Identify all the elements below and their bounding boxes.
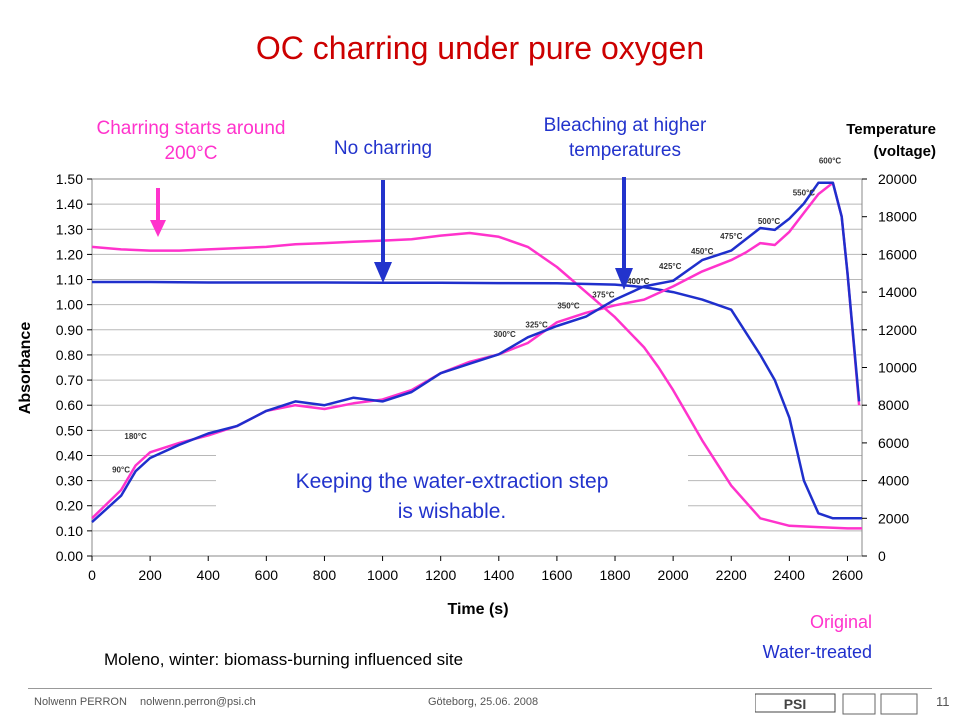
y-tick-label: 0.70 (56, 372, 83, 388)
y-tick-label: 0.80 (56, 347, 83, 363)
y2-tick-label: 18000 (878, 209, 917, 225)
y-tick-label: 0.00 (56, 548, 83, 564)
y-tick-label: 0.40 (56, 447, 83, 463)
site-note: Moleno, winter: biomass-burning influenc… (104, 650, 464, 669)
y2-tick-label: 4000 (878, 473, 909, 489)
y2-tick-label: 14000 (878, 284, 917, 300)
psi-logo-text: PSI (784, 696, 807, 712)
x-tick-label: 2200 (716, 567, 747, 583)
y-tick-label: 1.50 (56, 171, 83, 187)
arrow-no-charring (374, 180, 392, 283)
x-tick-label: 2600 (832, 567, 863, 583)
y-tick-label: 0.20 (56, 498, 83, 514)
legend-original: Original (809, 612, 872, 632)
x-tick-label: 400 (197, 567, 221, 583)
annotation-box (216, 455, 688, 530)
temperature-step-label: 350°C (557, 302, 580, 311)
chart-ticks: 0.00 0.10 0.20 0.30 0.40 0.50 0.60 0.70 0.80 0.90… (56, 171, 917, 583)
temperature-step-label: 90°C (112, 466, 130, 475)
x-tick-label: 1600 (541, 567, 572, 583)
y-tick-label: 0.90 (56, 322, 83, 338)
y-tick-label: 0.60 (56, 397, 83, 413)
x-tick-label: 1800 (599, 567, 630, 583)
y-tick-label: 0.50 (56, 422, 83, 438)
temperature-step-label: 500°C (758, 217, 781, 226)
temperature-step-label: 180°C (124, 432, 147, 441)
temperature-labels: 90°C 180°C 300°C 325°C 350°C 375°C 400°C 425°C 4… (112, 157, 841, 475)
water-treated-temperature-line (91, 181, 861, 524)
temperature-step-label: 325°C (525, 321, 548, 330)
annotation-line1: Keeping the water-extraction step (296, 470, 609, 493)
slide-title: OC charring under pure oxygen (255, 30, 705, 66)
footer-author: Nolwenn PERRON (34, 696, 127, 708)
y-tick-label: 1.00 (56, 297, 83, 313)
x-tick-label: 600 (255, 567, 279, 583)
footer-divider (28, 688, 932, 689)
y-tick-label: 0.10 (56, 523, 83, 539)
y-tick-label: 1.30 (56, 221, 83, 237)
y2-tick-label: 2000 (878, 510, 909, 526)
y2-tick-label: 8000 (878, 397, 909, 413)
x-axis-label: Time (s) (447, 601, 508, 618)
x-tick-label: 0 (88, 567, 96, 583)
institute-logos: PSI (755, 693, 918, 715)
temperature-step-label: 400°C (627, 277, 650, 286)
callout-bleaching: Bleaching at higher temperatures (543, 115, 707, 161)
x-tick-label: 200 (138, 567, 162, 583)
y-axis-label: Absorbance (17, 322, 34, 415)
arrow-charring-starts (150, 188, 166, 237)
x-tick-label: 1400 (483, 567, 514, 583)
footer-event: Göteborg, 25.06. 2008 (428, 696, 539, 708)
temperature-step-label: 450°C (691, 247, 714, 256)
page-number: 11 (936, 694, 950, 709)
temperature-step-label: 550°C (793, 189, 816, 198)
right-axis-title: Temperature (voltage) (790, 119, 936, 163)
x-tick-label: 2400 (774, 567, 805, 583)
right-axis-title-line1: Temperature (846, 121, 936, 138)
y2-tick-label: 12000 (878, 322, 917, 338)
temperature-step-label: 600°C (819, 157, 842, 166)
callout-charring-starts: Charring starts around 200°C (96, 118, 286, 164)
annotation-line2: is wishable. (398, 500, 507, 523)
y2-tick-label: 20000 (878, 171, 917, 187)
x-tick-label: 800 (313, 567, 337, 583)
footer-email: nolwenn.perron@psi.ch (140, 696, 256, 708)
temperature-step-label: 375°C (592, 290, 615, 299)
y2-tick-label: 6000 (878, 435, 909, 451)
y2-tick-label: 16000 (878, 246, 917, 262)
x-tick-label: 1000 (367, 567, 398, 583)
x-tick-label: 1200 (425, 567, 456, 583)
callout-no-charring: No charring (333, 138, 433, 159)
right-axis-title-line2: (voltage) (873, 142, 936, 160)
y-tick-label: 0.30 (56, 473, 83, 489)
y-tick-label: 1.20 (56, 246, 83, 262)
original-absorbance-line (91, 231, 862, 530)
y2-tick-label: 10000 (878, 360, 917, 376)
x-tick-label: 2000 (658, 567, 689, 583)
chart-series (91, 181, 862, 530)
temperature-step-label: 425°C (659, 262, 682, 271)
y-tick-label: 1.10 (56, 272, 83, 288)
temperature-step-label: 475°C (720, 232, 743, 241)
temperature-step-label: 300°C (493, 330, 516, 339)
legend-water-treated: Water-treated (762, 642, 872, 662)
arrow-bleaching (615, 177, 633, 290)
y2-tick-label: 0 (878, 548, 886, 564)
y-tick-label: 1.40 (56, 196, 83, 212)
water-treated-absorbance-line (92, 280, 862, 520)
